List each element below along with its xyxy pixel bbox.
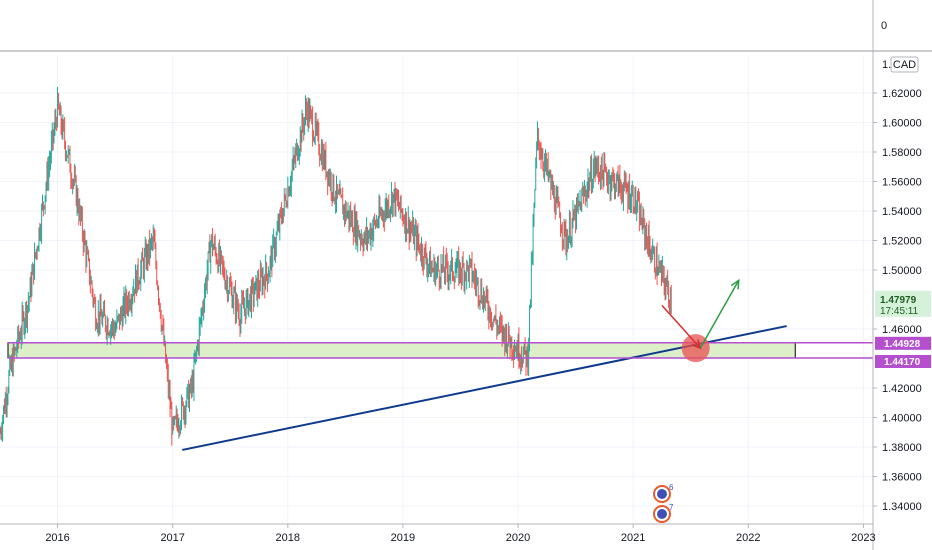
currency-badge-box[interactable] (890, 56, 919, 73)
zone-upper-price-value: 1.44928 (884, 339, 921, 350)
zone-lower-price-value: 1.44170 (884, 357, 921, 368)
price-tick-label: 1.34000 (882, 501, 922, 513)
price-axis[interactable]: 0 1.62000 1.60000 1.58000 1.56000 1.54000 1.52… (872, 0, 931, 550)
indicator-zero-label: 0 (881, 20, 887, 32)
chart-grid (0, 0, 932, 524)
projection-down-arrow-shaft (661, 304, 701, 349)
zone-upper-price-tag[interactable]: 1.44928 (875, 336, 931, 350)
price-tick-label: 1.60000 (882, 118, 922, 130)
time-tick-label: 2018 (276, 532, 300, 544)
indicator-pane (0, 0, 932, 51)
price-tick-label: 1.58000 (882, 147, 922, 159)
time-tick-label: 2016 (45, 532, 69, 544)
projection-up-arrow-shaft (699, 279, 740, 349)
price-tick-label: 1.62000 (882, 88, 922, 100)
price-tick-label: 1.52000 (882, 236, 922, 248)
time-tick-label: 2021 (621, 532, 645, 544)
price-tick-label: 1.36000 (882, 472, 922, 484)
currency-badge[interactable]: CAD (890, 56, 919, 73)
price-tick-label: 1.42000 (882, 383, 922, 395)
price-tick-label: 1.54000 (882, 206, 922, 218)
flag-icon (657, 509, 667, 519)
price-tick-label: 1.38000 (882, 442, 922, 454)
candlestick-series (0, 86, 672, 446)
price-tick-label: 1.50000 (882, 265, 922, 277)
zone-upper-price-tag-box (875, 336, 931, 350)
time-tick-label: 2017 (160, 532, 184, 544)
zone-lower-price-tag[interactable]: 1.44170 (875, 354, 931, 368)
price-tick-label: 1.56000 (882, 177, 922, 189)
time-tick-label: 2023 (851, 532, 875, 544)
event-count: 6 (669, 483, 674, 492)
time-tick-label: 2019 (391, 532, 415, 544)
flag-icon (657, 489, 667, 499)
time-tick-label: 2020 (506, 532, 530, 544)
time-tick-label: 2022 (736, 532, 760, 544)
current-price-tag-box (875, 290, 931, 317)
price-tick-label: 1.46000 (882, 324, 922, 336)
support-zone-layer (7, 342, 796, 359)
target-circle[interactable] (681, 334, 710, 363)
currency-label: CAD (893, 59, 916, 71)
projection-down-arrow[interactable] (661, 304, 702, 350)
current-price-countdown: 17:45:11 (880, 306, 919, 317)
price-tick-label: 1. (882, 59, 891, 71)
event-marker[interactable]: 6 (653, 483, 674, 503)
event-marker[interactable]: 7 (653, 503, 674, 523)
support-zone[interactable] (7, 342, 796, 359)
event-markers[interactable]: 67 (653, 483, 674, 523)
zone-lower-price-tag-box (875, 354, 931, 368)
projection-up-arrow-head (730, 278, 740, 290)
chart-drawings[interactable]: 67 (8, 278, 873, 523)
time-axis[interactable]: 2016 2017 2018 2019 2020 2021 2022 2023 (0, 523, 876, 544)
current-price-value: 1.47979 (880, 295, 917, 306)
price-tick-label: 1.40000 (882, 413, 922, 425)
event-count: 7 (669, 503, 674, 512)
projection-up-arrow[interactable] (699, 278, 740, 349)
